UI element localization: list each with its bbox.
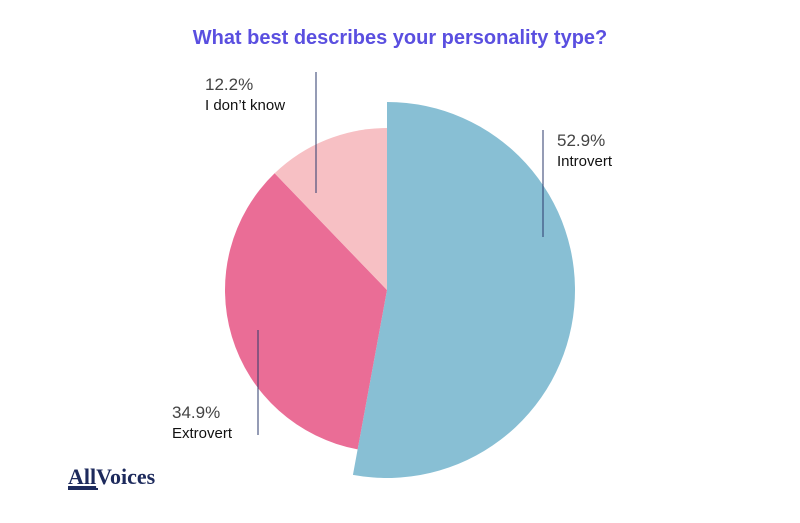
logo-part: Voices	[96, 464, 156, 489]
pie-slice	[225, 173, 387, 450]
logo: AllVoices	[68, 464, 156, 489]
category-label: Extrovert	[172, 425, 233, 442]
value-label: 12.2%	[205, 75, 253, 94]
category-label: Introvert	[557, 153, 613, 170]
category-label: I don’t know	[205, 97, 285, 114]
chart-title: What best describes your personality typ…	[193, 27, 608, 49]
logo-part: All	[68, 464, 96, 489]
pie	[225, 101, 576, 479]
labels: 52.9% Introvert 34.9% Extrovert 12.2% I don’t…	[172, 72, 613, 442]
value-label: 52.9%	[557, 131, 605, 150]
pie-slice	[352, 101, 576, 479]
value-label: 34.9%	[172, 403, 220, 422]
pie-slice	[274, 128, 387, 290]
